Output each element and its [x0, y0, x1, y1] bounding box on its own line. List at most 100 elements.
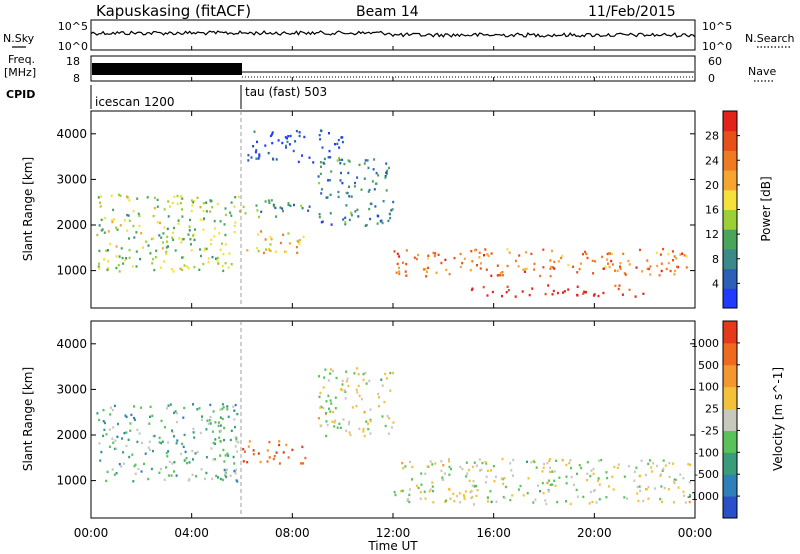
data-cell	[347, 171, 350, 175]
data-cell	[592, 272, 595, 275]
colorbar-swatch	[723, 364, 737, 388]
data-cell	[117, 422, 119, 426]
data-cell	[486, 253, 489, 256]
data-cell	[345, 204, 348, 207]
data-cell	[320, 165, 322, 168]
data-cell	[576, 294, 579, 297]
data-cell	[202, 228, 205, 231]
data-cell	[135, 231, 138, 234]
data-cell	[435, 271, 438, 274]
data-cell	[585, 290, 587, 294]
data-cell	[469, 491, 472, 494]
data-cell	[275, 215, 277, 218]
data-cell	[411, 465, 414, 469]
data-cell	[224, 471, 227, 474]
data-cell	[639, 489, 642, 493]
data-cell	[539, 490, 542, 493]
data-cell	[522, 494, 525, 497]
data-cell	[118, 463, 121, 466]
cpid-panel: CPID icescan 1200 tau (fast) 503	[6, 85, 327, 109]
data-cell	[219, 440, 222, 443]
data-cell	[419, 491, 422, 494]
data-cell	[287, 232, 290, 235]
data-cell	[269, 236, 272, 239]
data-cell	[166, 227, 169, 231]
data-cell	[381, 221, 384, 225]
data-cell	[180, 452, 183, 456]
time-tick-label: 12:00	[376, 526, 411, 540]
data-cell	[405, 274, 408, 277]
data-cell	[234, 196, 237, 199]
data-cell	[501, 477, 504, 481]
data-cell	[591, 259, 594, 262]
data-cell	[217, 476, 219, 479]
data-cell	[194, 228, 196, 231]
data-cell	[298, 239, 301, 242]
data-cell	[161, 440, 164, 443]
data-cell	[426, 465, 429, 468]
data-cell	[175, 474, 178, 477]
data-cell	[528, 293, 531, 297]
data-cell	[233, 230, 236, 234]
data-cell	[344, 397, 347, 400]
data-cell	[584, 250, 587, 254]
data-cell	[533, 262, 536, 266]
data-cell	[336, 142, 339, 146]
data-cell	[256, 209, 259, 212]
data-cell	[155, 249, 158, 252]
data-cell	[434, 462, 437, 465]
data-cell	[622, 252, 625, 256]
data-cell	[287, 456, 290, 459]
time-tick-label: 00:00	[678, 526, 713, 540]
data-cell	[619, 265, 621, 268]
data-cell	[226, 405, 229, 408]
data-cell	[269, 249, 272, 253]
data-cell	[279, 206, 282, 209]
data-cell	[257, 452, 260, 455]
data-cell	[478, 251, 481, 254]
data-cell	[98, 249, 101, 253]
data-cell	[234, 445, 237, 448]
data-cell	[553, 479, 556, 482]
data-cell	[490, 469, 492, 472]
data-cell	[156, 221, 159, 224]
data-cell	[103, 428, 106, 432]
data-cell	[224, 233, 227, 237]
data-cell	[211, 430, 214, 433]
data-cell	[401, 489, 404, 493]
data-cell	[255, 204, 258, 207]
data-cell	[545, 502, 548, 506]
data-cell	[652, 462, 655, 465]
data-cell	[181, 215, 184, 218]
data-cell	[569, 502, 572, 506]
data-cell	[252, 145, 255, 148]
data-cell	[611, 475, 614, 478]
data-cell	[470, 250, 473, 253]
data-cell	[489, 490, 492, 493]
data-cell	[205, 210, 208, 213]
data-cell	[393, 490, 396, 494]
data-cell	[470, 496, 473, 500]
data-cell	[165, 466, 168, 469]
colorbar-tick-label: 4	[712, 277, 719, 290]
data-cell	[158, 234, 161, 237]
data-cell	[147, 477, 150, 481]
data-cell	[119, 194, 122, 197]
data-cell	[326, 423, 329, 427]
data-cell	[407, 497, 410, 501]
time-tick-label: 00:00	[74, 526, 109, 540]
data-cell	[501, 457, 504, 461]
station-title: Kapuskasing (fitACF)	[96, 2, 251, 20]
data-cell	[192, 427, 195, 430]
data-cell	[219, 220, 222, 223]
data-cell	[391, 208, 394, 211]
data-cell	[381, 415, 384, 418]
data-cell	[225, 475, 228, 479]
cpid-label: CPID	[6, 88, 35, 101]
data-cell	[134, 418, 136, 421]
data-cell	[158, 471, 161, 474]
data-cell	[134, 472, 137, 475]
data-cell	[669, 269, 672, 273]
data-cell	[565, 475, 568, 478]
data-cell	[354, 181, 356, 185]
